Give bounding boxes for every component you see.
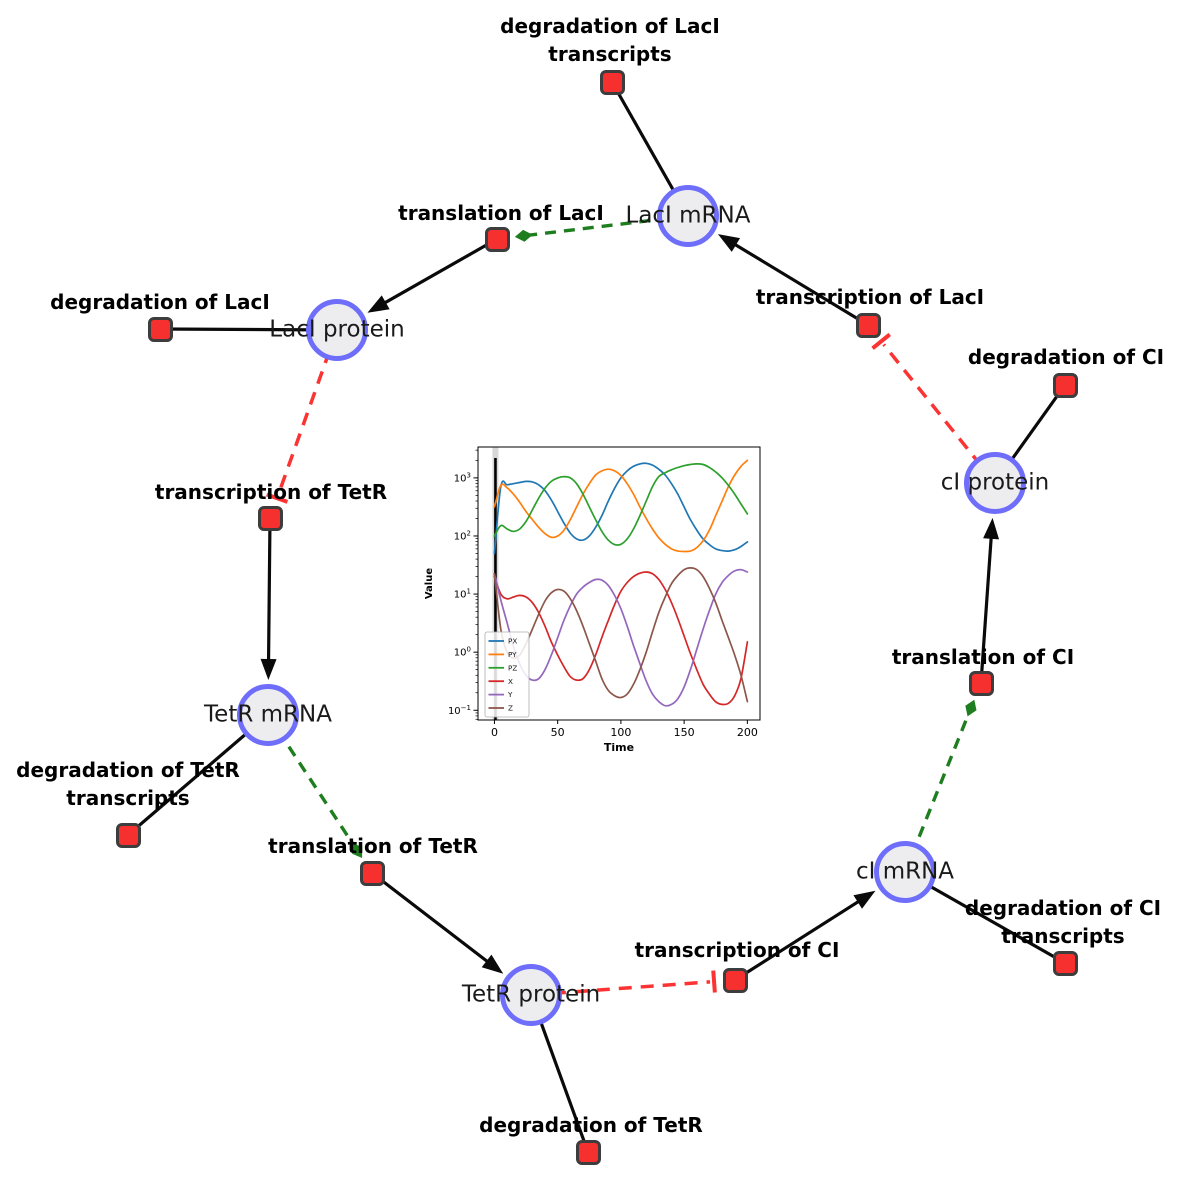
reaction-label-line: transcription of CI	[634, 938, 840, 962]
reaction-label-line: transcripts	[548, 42, 672, 66]
reaction-node-degradation-tetr-transcripts[interactable]	[115, 822, 141, 848]
reaction-node-degradation-ci[interactable]	[1052, 372, 1078, 398]
species-node-ci-protein[interactable]	[964, 452, 1026, 514]
arrowhead-icon	[481, 954, 504, 974]
svg-text:50: 50	[551, 726, 565, 739]
chart-legend: PX PY PZ XYZ	[484, 631, 530, 718]
arrowhead-icon	[260, 658, 277, 681]
reaction-node-translation-laci[interactable]	[484, 226, 510, 252]
svg-text:150: 150	[674, 726, 695, 739]
reaction-label-degradation-laci-transcripts: degradation of LacI transcripts	[500, 12, 720, 68]
legend-entry-PZ: PZ	[508, 663, 517, 672]
series-Y	[493, 568, 749, 707]
reaction-label-line: transcripts	[1001, 924, 1125, 948]
reaction-label-degradation-ci: degradation of CI	[968, 343, 1164, 371]
activation-diamond-icon	[514, 229, 533, 242]
edge-arrow-transcription-tetr-tetr-mrna	[260, 517, 277, 681]
arrowhead-icon	[717, 234, 741, 252]
species-label-laci-mrna: LacI mRNA	[625, 202, 751, 229]
reaction-label-line: translation of TetR	[268, 834, 478, 858]
reaction-label-transcription-ci: transcription of CI	[635, 936, 840, 964]
reaction-label-translation-laci: translation of LacI	[398, 199, 604, 227]
reaction-label-line: degradation of CI	[967, 345, 1165, 369]
svg-text:100: 100	[610, 726, 631, 739]
reaction-label-degradation-tetr-transcripts: degradation of TetR transcripts	[16, 756, 240, 812]
reaction-label-degradation-ci-transcripts: degradation of CI transcripts	[965, 894, 1161, 950]
legend-entry-Z: Z	[508, 704, 513, 713]
legend-entry-Y: Y	[507, 690, 513, 699]
reaction-node-transcription-laci[interactable]	[855, 312, 881, 338]
reaction-node-transcription-ci[interactable]	[722, 967, 748, 993]
reaction-label-line: transcription of LacI	[755, 285, 985, 309]
plot-frame	[477, 446, 761, 721]
edge-arrow-translation-laci-laci-protein	[367, 237, 498, 313]
reaction-label-line: degradation of TetR	[479, 1113, 703, 1137]
reaction-label-line: transcripts	[66, 786, 190, 810]
edge-arrow-transcription-ci-ci-mrna	[734, 890, 876, 982]
species-label-ci-protein: cI protein	[940, 469, 1050, 496]
species-node-laci-mrna[interactable]	[657, 185, 719, 247]
reaction-label-transcription-laci: transcription of LacI	[756, 283, 984, 311]
reaction-node-translation-ci[interactable]	[968, 670, 994, 696]
edge-arrow-translation-ci-ci-protein	[979, 517, 1000, 684]
series-PX	[493, 462, 749, 555]
series-Z	[493, 567, 749, 703]
svg-text:101: 101	[454, 588, 471, 601]
reaction-label-line: degradation of LacI	[500, 14, 720, 38]
arrowhead-icon	[983, 517, 1000, 540]
reaction-label-line: degradation of LacI	[50, 290, 270, 314]
reaction-label-translation-tetr: translation of TetR	[268, 832, 478, 860]
svg-text:10−1: 10−1	[448, 704, 471, 717]
svg-text:200: 200	[737, 726, 758, 739]
reaction-label-line: translation of LacI	[398, 201, 604, 225]
reaction-label-degradation-tetr: degradation of TetR	[479, 1111, 703, 1139]
legend-entry-PY: PY	[508, 650, 517, 659]
reaction-node-transcription-tetr[interactable]	[257, 505, 283, 531]
species-label-tetr-protein: TetR protein	[461, 981, 601, 1008]
axes: 0 50 100 150 200 10−1 100 101 102 103 Time Value	[424, 449, 758, 754]
reaction-node-degradation-laci[interactable]	[147, 316, 173, 342]
reaction-label-translation-ci: translation of CI	[892, 643, 1074, 671]
x-axis-label: Time	[604, 741, 634, 754]
series-PZ	[493, 463, 749, 546]
activation-diamond-icon	[965, 699, 977, 717]
svg-text:0: 0	[491, 726, 498, 739]
species-node-tetr-protein[interactable]	[500, 964, 562, 1026]
svg-text:103: 103	[454, 471, 471, 484]
legend-entry-X: X	[508, 677, 513, 686]
inset-plot: 0 50 100 150 20010−1100101102103TimeValuePXP…	[420, 435, 780, 765]
inhibition-tbar-icon	[266, 492, 289, 504]
reaction-label-line: degradation of TetR	[16, 758, 240, 782]
reaction-node-translation-tetr[interactable]	[359, 860, 385, 886]
inhibition-tbar-icon	[711, 970, 717, 993]
species-label-ci-mrna: cI mRNA	[855, 858, 955, 885]
species-node-ci-mrna[interactable]	[874, 841, 936, 903]
arrowhead-icon	[367, 295, 390, 313]
edge-arrow-transcription-laci-laci-mrna	[717, 234, 869, 327]
species-node-tetr-mrna[interactable]	[237, 684, 299, 746]
edge-arrow-translation-tetr-tetr-protein	[371, 871, 504, 974]
legend-entry-PX: PX	[508, 637, 517, 646]
reaction-node-degradation-tetr[interactable]	[575, 1139, 601, 1165]
reaction-label-transcription-tetr: transcription of TetR	[155, 478, 387, 506]
svg-text:102: 102	[454, 529, 471, 542]
activation-diamond-icon	[352, 842, 363, 858]
y-axis-label: Value	[424, 568, 435, 599]
reaction-label-line: degradation of CI	[964, 896, 1162, 920]
reaction-node-degradation-ci-transcripts[interactable]	[1052, 950, 1078, 976]
reaction-node-degradation-laci-transcripts[interactable]	[599, 69, 625, 95]
arrowhead-icon	[853, 890, 876, 909]
svg-text:100: 100	[454, 646, 471, 659]
series-X	[493, 571, 749, 706]
series-PY	[493, 459, 749, 553]
reaction-label-degradation-laci: degradation of LacI	[50, 288, 270, 316]
reaction-label-line: translation of CI	[891, 645, 1075, 669]
species-label-tetr-mrna: TetR mRNA	[204, 701, 332, 728]
inhibition-tbar-icon	[871, 332, 891, 350]
reaction-label-line: transcription of TetR	[154, 480, 388, 504]
species-label-laci-protein: LacI protein	[269, 316, 405, 343]
species-node-laci-protein[interactable]	[306, 299, 368, 361]
